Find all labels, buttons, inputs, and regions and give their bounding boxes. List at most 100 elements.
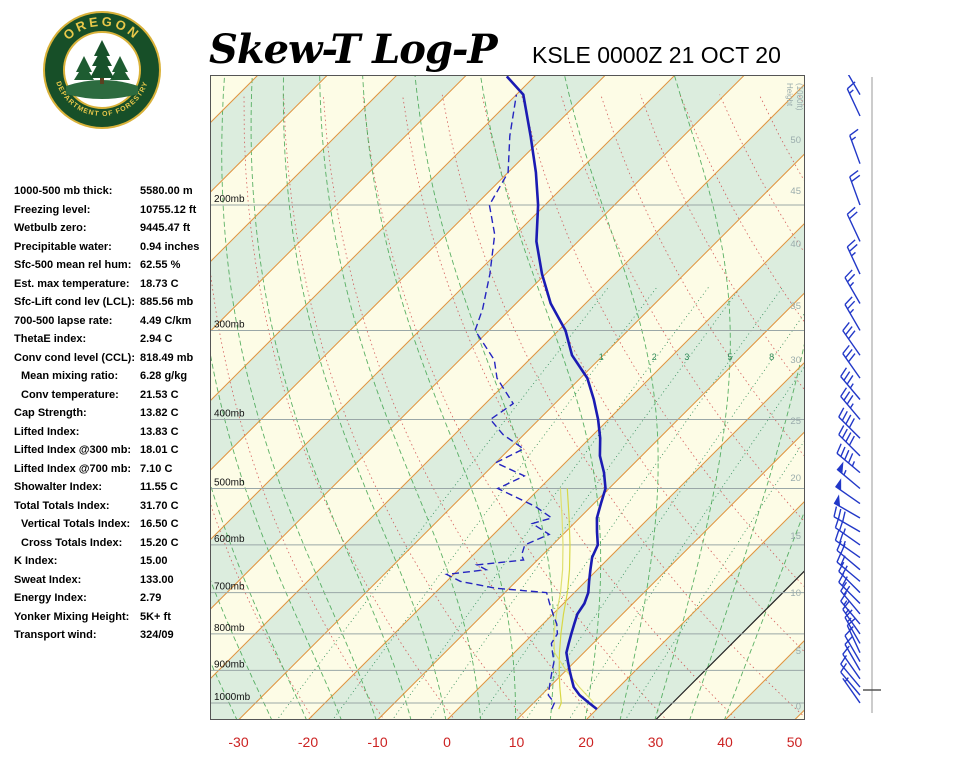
- index-label: K Index:: [14, 555, 58, 567]
- barb-segment: [833, 506, 838, 517]
- index-row: Est. max temperature: 18.73 C: [14, 275, 214, 294]
- isotherm-line: [210, 75, 676, 541]
- index-value: 18.01 C: [140, 444, 179, 456]
- barb-segment: [838, 520, 844, 531]
- index-label: Lifted Index:: [14, 425, 80, 438]
- index-value: 18.73 C: [140, 277, 179, 290]
- station-datetime: KSLE 0000Z 21 OCT 20: [532, 42, 781, 68]
- mixing-ratio-label: 2: [652, 352, 657, 362]
- barb-pennant: [834, 494, 841, 507]
- index-value: 7.10 C: [140, 462, 173, 475]
- isotherm-line: [210, 75, 606, 472]
- dry-adiabat: [560, 94, 805, 523]
- mixing-ratio-label: 3: [684, 352, 689, 362]
- moist-adiabat: [210, 350, 342, 720]
- barb-segment: [848, 418, 855, 428]
- index-row: Conv cond level (CCL): 818.49 mb: [14, 349, 214, 368]
- barb-pennant: [835, 478, 842, 491]
- index-label: Mean mixing ratio:: [21, 370, 119, 382]
- barb-segment: [841, 411, 848, 421]
- isotherm-line: [516, 430, 805, 720]
- barb-segment: [844, 644, 861, 671]
- isotherm-line: [210, 75, 467, 333]
- dewpoint-trace: [444, 94, 559, 710]
- barb-segment: [835, 485, 861, 505]
- index-row: Wetbulb zero: 9445.47 ft: [14, 219, 214, 238]
- barb-segment: [844, 269, 853, 279]
- temperature-trace: [505, 75, 607, 711]
- index-value: 2.94 C: [140, 333, 173, 345]
- index-row: Cross Totals Index: 15.20 C: [14, 534, 214, 553]
- wind-barb-column: [833, 75, 881, 713]
- barb-segment: [842, 528, 846, 534]
- height-tick-label: 0: [796, 702, 801, 713]
- moist-adiabat: [210, 481, 308, 720]
- moist-adiabat: [564, 75, 659, 720]
- mixing-ratio-line: [391, 285, 710, 720]
- height-axis-title-line1: Height: [785, 83, 794, 107]
- index-value: 31.70 C: [140, 499, 179, 512]
- index-label: Lifted Index @300 mb:: [14, 444, 132, 456]
- index-value: 2.79: [140, 592, 162, 604]
- barb-segment: [842, 344, 850, 355]
- pressure-label: 700mb: [214, 582, 245, 593]
- index-row: Freezing level: 10755.12 ft: [14, 201, 214, 220]
- band-green: [210, 84, 805, 720]
- temp-tick-label: -10: [367, 734, 387, 750]
- barb-segment: [837, 508, 842, 520]
- wetbulb-trace: [558, 488, 571, 710]
- index-label: Transport wind:: [14, 629, 97, 641]
- index-label: Total Totals Index:: [14, 499, 110, 512]
- barb-segment: [844, 635, 861, 662]
- barb-segment: [851, 251, 856, 257]
- barb-segment: [842, 322, 850, 332]
- index-value: 4.49 C/km: [140, 314, 192, 327]
- index-row: Lifted Index @300 mb: 18.01 C: [14, 441, 214, 460]
- index-value: 818.49 mb: [140, 351, 194, 364]
- index-value: 885.56 mb: [140, 296, 194, 308]
- moist-adiabat: [319, 75, 482, 720]
- index-label: Freezing level:: [14, 203, 91, 216]
- barb-segment: [847, 75, 861, 95]
- barb-segment: [848, 211, 858, 220]
- barb-segment: [851, 461, 856, 467]
- index-label: Precipitable water:: [14, 240, 112, 253]
- index-label: Wetbulb zero:: [14, 222, 87, 234]
- temp-tick-label: 20: [578, 734, 594, 750]
- plot-area: [210, 75, 805, 720]
- temp-tick-label: -30: [228, 734, 248, 750]
- barb-segment: [838, 581, 861, 604]
- pressure-label: 800mb: [214, 623, 245, 634]
- index-row: Sfc-500 mean rel hum: 62.55 %: [14, 256, 214, 275]
- index-label: Sfc-Lift cond lev (LCL):: [14, 296, 135, 308]
- barb-segment: [841, 565, 848, 576]
- index-value: 6.28 g/kg: [140, 370, 188, 382]
- index-value: 15.20 C: [140, 536, 179, 549]
- barb-segment: [848, 243, 858, 252]
- temp-tick-label: 50: [787, 734, 803, 750]
- barb-segment: [844, 449, 850, 461]
- index-label: Conv cond level (CCL):: [14, 351, 136, 364]
- index-value: 324/09: [140, 629, 174, 641]
- index-label: Energy Index:: [14, 592, 87, 604]
- barb-segment: [845, 349, 853, 359]
- barb-segment: [840, 671, 861, 696]
- barb-segment: [835, 539, 861, 559]
- mixing-ratio-line: [525, 312, 805, 720]
- index-value: 0.94 inches: [140, 240, 200, 253]
- barb-segment: [843, 371, 851, 381]
- index-row: 700-500 lapse rate: 4.49 C/km: [14, 312, 214, 331]
- barb-segment: [851, 136, 857, 141]
- barb-segment: [844, 609, 853, 618]
- moist-adiabat: [362, 75, 516, 720]
- barb-segment: [843, 600, 848, 606]
- index-row: Cap Strength: 13.82 C: [14, 404, 214, 423]
- odf-logo: OREGON DEPARTMENT OF FORESTRY: [42, 10, 162, 130]
- index-row: Sweat Index: 133.00: [14, 571, 214, 590]
- barb-segment: [838, 561, 845, 572]
- mixing-ratio-label: 5: [728, 352, 733, 362]
- barb-pennant: [837, 461, 844, 474]
- barb-segment: [838, 533, 844, 544]
- barb-segment: [840, 663, 861, 688]
- dry-adiabat: [402, 94, 738, 720]
